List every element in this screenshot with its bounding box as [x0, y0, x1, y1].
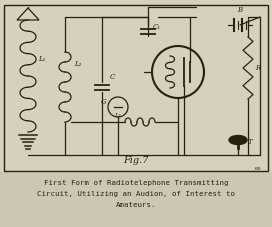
Ellipse shape [229, 136, 247, 145]
Text: Amateurs.: Amateurs. [116, 202, 156, 208]
Text: C₁: C₁ [153, 23, 161, 31]
Text: T: T [248, 138, 253, 146]
Text: C: C [110, 73, 115, 81]
Text: L₂: L₂ [74, 60, 81, 68]
Text: L₃: L₃ [114, 113, 121, 118]
Text: First Form of Radiotelephone Transmitting: First Form of Radiotelephone Transmittin… [44, 180, 228, 186]
Text: Circuit, Utilizing an Audion, of Interest to: Circuit, Utilizing an Audion, of Interes… [37, 191, 235, 197]
Text: G: G [100, 98, 106, 106]
Bar [0, 172, 272, 227]
Text: B: B [237, 6, 243, 14]
Text: ee: ee [255, 166, 261, 172]
Text: L₁: L₁ [38, 55, 45, 63]
Text: R: R [255, 64, 260, 72]
Bar [4, 5, 268, 171]
Text: Fig.7: Fig.7 [123, 156, 149, 165]
